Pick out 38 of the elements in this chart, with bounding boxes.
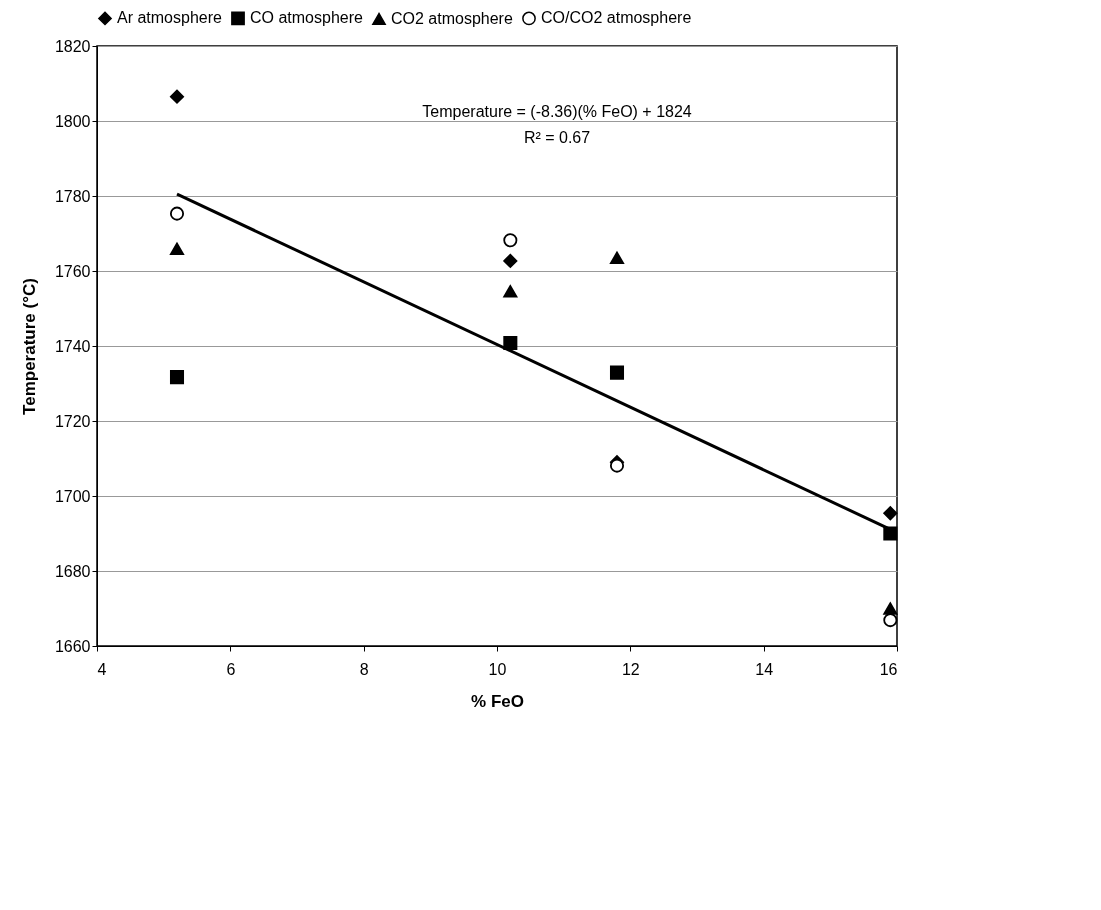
x-tick-label: 14 — [755, 660, 774, 678]
legend-label: Ar atmosphere — [117, 9, 223, 27]
y-tick-label: 1740 — [54, 337, 91, 355]
x-axis-title: % FeO — [471, 691, 524, 711]
legend-label: CO/CO2 atmosphere — [541, 9, 692, 27]
point — [169, 370, 185, 385]
y-tick-label: 1820 — [54, 37, 91, 55]
point — [883, 613, 898, 628]
y-tick-label: 1680 — [54, 562, 91, 580]
x-tick-label: 16 — [879, 660, 898, 678]
point — [609, 251, 625, 265]
point — [503, 285, 518, 298]
point — [169, 89, 185, 104]
point — [883, 506, 898, 521]
legend-label: CO atmosphere — [250, 9, 364, 27]
x-tick-label: 8 — [359, 660, 369, 678]
x-tick-label: 12 — [621, 660, 640, 678]
point — [169, 242, 185, 256]
y-tick-label: 1700 — [54, 487, 91, 505]
y-tick-label: 1720 — [54, 412, 91, 430]
point — [503, 335, 518, 351]
annotation: R² = 0.67 — [523, 129, 591, 146]
point — [883, 526, 898, 541]
x-tick-label: 6 — [226, 660, 236, 678]
y-tick-label: 1760 — [54, 262, 91, 280]
point — [883, 602, 898, 615]
point — [609, 365, 625, 380]
y-tick-label: 1800 — [54, 112, 91, 130]
point — [503, 233, 518, 248]
x-tick-label: 10 — [488, 660, 507, 678]
point — [503, 253, 518, 268]
point — [169, 206, 185, 221]
y-tick-label: 1780 — [54, 187, 91, 205]
x-tick-label: 4 — [97, 660, 107, 678]
y-axis-title: Temperature (°C) — [19, 278, 39, 415]
y-tick-label: 1660 — [54, 637, 91, 655]
annotation: Temperature = (-8.36)(% FeO) + 1824 — [422, 103, 692, 120]
legend-label: CO2 atmosphere — [391, 9, 513, 27]
